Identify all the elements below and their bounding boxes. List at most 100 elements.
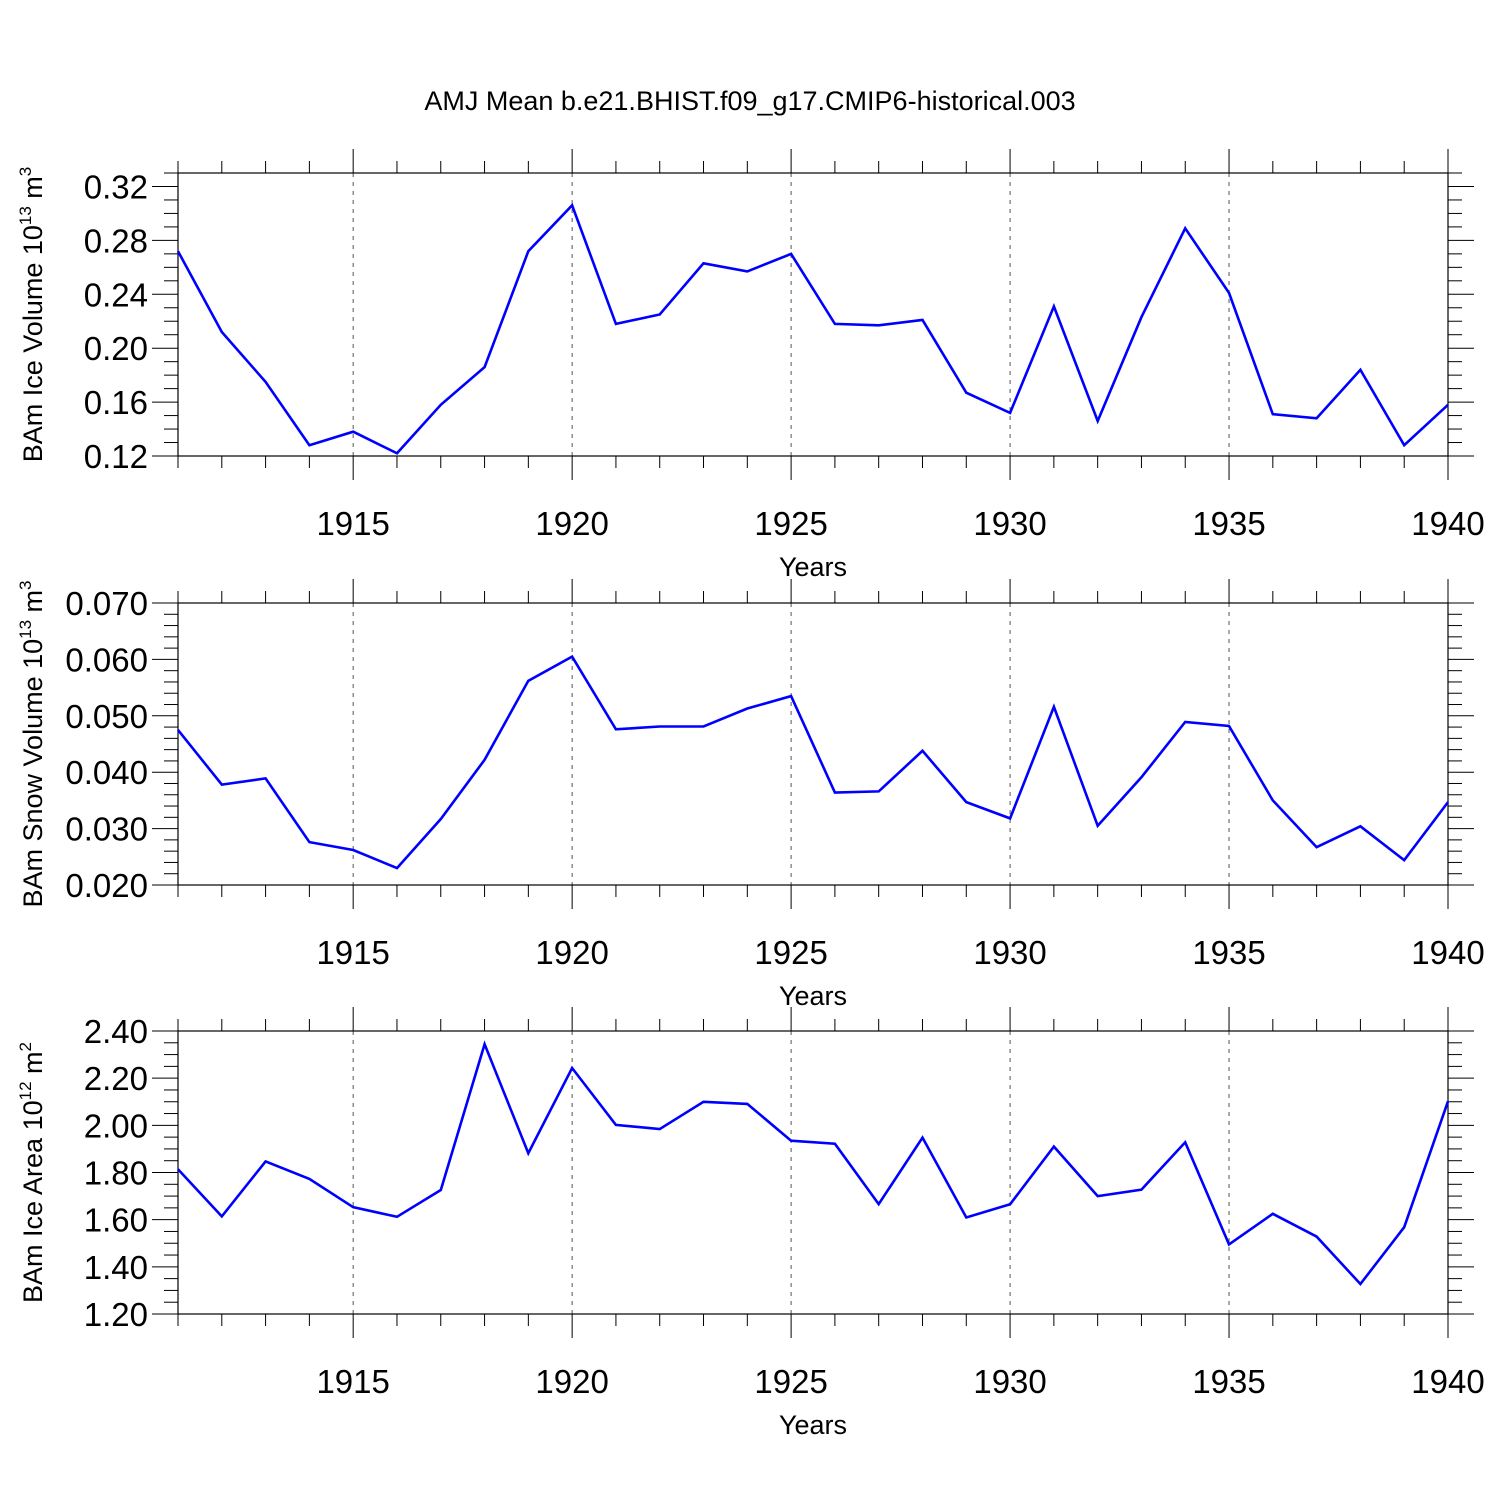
data-point — [877, 1202, 881, 1206]
series-line — [176, 654, 1450, 870]
series-line — [176, 202, 1449, 455]
data-point — [1402, 1225, 1406, 1229]
data-point — [395, 451, 399, 455]
series-line — [177, 1040, 1450, 1287]
data-point — [1402, 443, 1406, 447]
x-tick-label: 1920 — [535, 505, 608, 542]
data-point — [1358, 368, 1362, 372]
x-tick-label: 1940 — [1411, 1363, 1484, 1400]
data-point — [483, 365, 487, 369]
y-tick-label: 0.070 — [65, 585, 148, 622]
data-point — [1271, 1212, 1275, 1216]
data-point — [745, 1102, 749, 1106]
data-point — [833, 791, 837, 795]
x-tick-label: 1940 — [1411, 934, 1484, 971]
data-point — [351, 848, 355, 852]
data-point — [1096, 1194, 1100, 1198]
data-point — [920, 318, 924, 322]
x-tick-label: 1935 — [1192, 1363, 1265, 1400]
panels-group: 0.12 0.16 0.20 0.24 0.28 0.32 1915 1920 1925 1930… — [16, 149, 1485, 1440]
data-point — [1096, 824, 1100, 828]
data-point — [1227, 724, 1231, 728]
data-point — [833, 322, 837, 326]
data-point — [570, 203, 574, 207]
x-tick-label: 1925 — [754, 934, 827, 971]
x-tick-label: 1915 — [316, 505, 389, 542]
y-axis-label: BAm Snow Volume 1013 m3 — [16, 580, 48, 907]
data-point — [176, 1167, 180, 1171]
y-tick-label: 0.20 — [84, 330, 148, 367]
x-tick-label: 1930 — [973, 934, 1046, 971]
data-point — [1446, 403, 1450, 407]
data-point — [1315, 416, 1319, 420]
x-tick-label: 1915 — [316, 934, 389, 971]
data-point — [1271, 798, 1275, 802]
x-tick-label: 1930 — [973, 1363, 1046, 1400]
x-tick-label: 1920 — [535, 934, 608, 971]
data-point — [658, 725, 662, 729]
data-point — [1358, 824, 1362, 828]
data-point — [1139, 315, 1143, 319]
data-point — [439, 1188, 443, 1192]
x-tick-label: 1940 — [1411, 505, 1484, 542]
data-point — [877, 789, 881, 793]
data-point — [964, 800, 968, 804]
data-point — [964, 391, 968, 395]
y-tick-label: 2.00 — [84, 1107, 148, 1144]
y-tick-label: 2.20 — [84, 1060, 148, 1097]
x-tick-label: 1935 — [1192, 934, 1265, 971]
y-tick-label: 0.040 — [65, 754, 148, 791]
data-point — [658, 1127, 662, 1131]
y-tick-label: 0.28 — [84, 222, 148, 259]
data-point — [1315, 845, 1319, 849]
data-point — [658, 313, 662, 317]
data-point — [483, 758, 487, 762]
data-point — [176, 249, 180, 253]
x-tick-label: 1915 — [316, 1363, 389, 1400]
y-tick-label: 1.80 — [84, 1155, 148, 1192]
data-point — [1139, 1188, 1143, 1192]
y-tick-label: 0.060 — [65, 641, 148, 678]
data-point — [745, 269, 749, 273]
data-point — [920, 1136, 924, 1140]
data-point — [220, 783, 224, 787]
chart-title: AMJ Mean b.e21.BHIST.f09_g17.CMIP6-histo… — [424, 86, 1075, 116]
data-point — [702, 1100, 706, 1104]
data-point — [1183, 226, 1187, 230]
data-point — [1227, 1242, 1231, 1246]
data-point — [1052, 705, 1056, 709]
data-point — [920, 749, 924, 753]
data-point — [833, 1142, 837, 1146]
data-point — [176, 728, 180, 732]
data-point — [526, 679, 530, 683]
y-tick-label: 0.12 — [84, 438, 148, 475]
data-point — [1183, 720, 1187, 724]
data-point — [1008, 411, 1012, 415]
data-point — [614, 322, 618, 326]
data-point — [307, 840, 311, 844]
data-point — [1008, 1202, 1012, 1206]
data-point — [351, 1205, 355, 1209]
data-point — [1315, 1235, 1319, 1239]
data-point — [439, 817, 443, 821]
data-point — [614, 1123, 618, 1127]
data-point — [526, 249, 530, 253]
data-point — [1008, 816, 1012, 820]
data-point — [877, 323, 881, 327]
x-tick-label: 1930 — [973, 505, 1046, 542]
data-point — [220, 330, 224, 334]
y-axis-label: BAm Ice Volume 1013 m3 — [16, 167, 48, 463]
x-tick-label: 1920 — [535, 1363, 608, 1400]
y-axis-label: BAm Ice Area 1012 m2 — [16, 1042, 48, 1303]
panel-1: 0.12 0.16 0.20 0.24 0.28 0.32 1915 1920 1925 1930… — [16, 149, 1485, 582]
data-point — [439, 403, 443, 407]
y-tick-label: 1.40 — [84, 1249, 148, 1286]
x-axis-label: Years — [779, 1410, 847, 1440]
data-point — [702, 261, 706, 265]
y-tick-label: 0.050 — [65, 698, 148, 735]
data-point — [964, 1216, 968, 1220]
plot-frame — [177, 172, 1449, 457]
data-point — [1052, 1145, 1056, 1149]
data-point — [1402, 858, 1406, 862]
data-point — [1052, 304, 1056, 308]
